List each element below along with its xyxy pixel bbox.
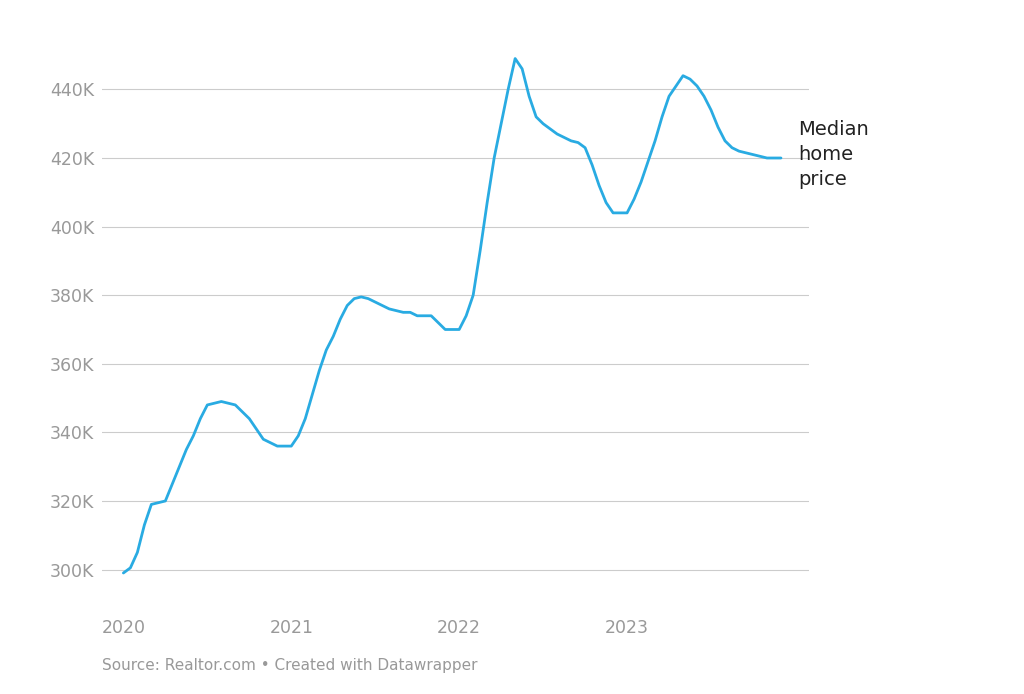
Text: Source: Realtor.com • Created with Datawrapper: Source: Realtor.com • Created with Dataw… [102, 658, 478, 673]
Text: Median
home
price: Median home price [798, 120, 868, 189]
